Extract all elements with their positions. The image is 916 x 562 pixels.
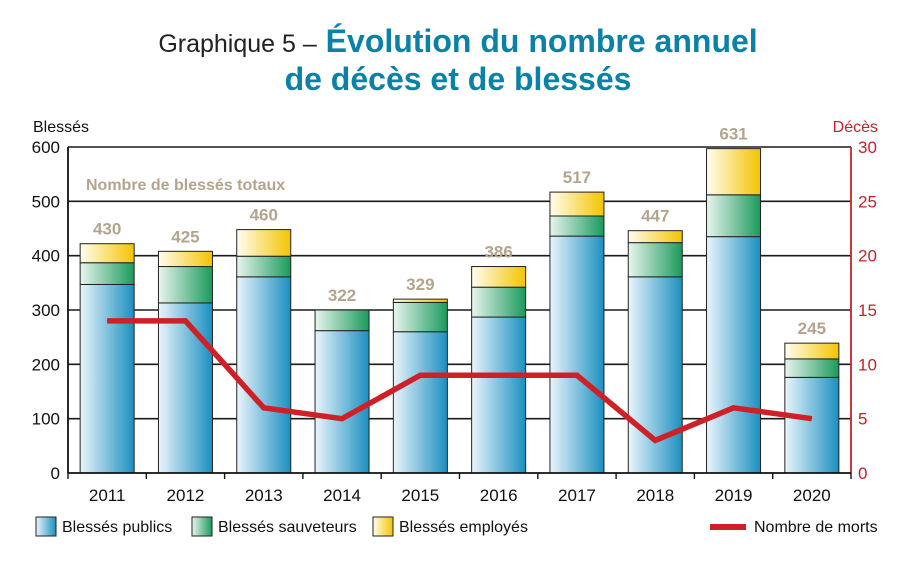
deaths-point	[811, 418, 813, 420]
bar-segment	[706, 148, 762, 196]
bar-segment	[549, 235, 605, 474]
bar-segment	[157, 266, 213, 304]
total-data-label: 460	[250, 206, 278, 225]
x-tick-label: 2011	[89, 486, 126, 505]
legend: Blessés publics Blessés sauveteurs Blessés…	[35, 516, 878, 537]
deaths-point	[498, 374, 500, 376]
y2-tick-label: 0	[858, 464, 867, 483]
x-tick-label: 2012	[167, 486, 205, 505]
bar-segment	[157, 302, 213, 474]
legend-item-sauveteurs-label: Blessés sauveteurs	[218, 519, 357, 536]
bar-segment	[79, 243, 135, 264]
y2-axis-title: Décès	[833, 119, 878, 136]
deaths-point	[576, 374, 578, 376]
annotation-total-injured: Nombre de blessés totaux	[86, 177, 285, 194]
x-tick-label: 2018	[636, 486, 674, 505]
y2-tick-label: 30	[858, 138, 877, 157]
deaths-point	[106, 320, 108, 322]
legend-item-employes-label: Blessés employés	[399, 519, 528, 536]
deaths-point	[733, 407, 735, 409]
total-data-label: 631	[719, 125, 747, 144]
bar-segment	[157, 250, 213, 268]
y2-tick-label: 15	[858, 301, 877, 320]
bar-segment	[627, 276, 683, 474]
x-tick-label: 2015	[401, 486, 439, 505]
bar-segment	[784, 358, 840, 378]
bar-segment	[706, 194, 762, 238]
deaths-point	[654, 439, 656, 441]
bars	[79, 148, 840, 474]
deaths-line	[107, 318, 813, 444]
total-data-label: 447	[641, 207, 669, 226]
bar-segment	[314, 330, 370, 474]
bar-segment	[236, 255, 292, 278]
bar-segment	[471, 286, 527, 318]
chart-title-line1: Graphique 5 – Évolution du nombre annuel	[0, 22, 916, 63]
y2-tick-label: 5	[858, 410, 867, 429]
total-data-label: 245	[798, 319, 826, 338]
bar-segment	[79, 283, 135, 474]
chart-title-main: Évolution du nombre annuel	[325, 23, 758, 59]
deaths-point	[263, 407, 265, 409]
legend-item-sauveteurs-swatch	[191, 516, 213, 537]
x-tick-label: 2020	[793, 486, 831, 505]
plot-frame	[67, 147, 852, 479]
chart-title-line2: de décès et de blessés	[284, 61, 632, 97]
total-data-label: 430	[93, 220, 121, 239]
total-data-label: 386	[484, 243, 512, 262]
y-tick-label: 400	[32, 247, 60, 266]
legend-item-public-label: Blessés publics	[62, 519, 172, 536]
bar-segment	[627, 230, 683, 244]
total-data-label: 517	[563, 168, 591, 187]
bar-segment	[627, 242, 683, 278]
bar-segment	[549, 215, 605, 237]
legend-item-employes-swatch	[372, 516, 394, 537]
bar-segment	[706, 236, 762, 474]
y2-tick-label: 10	[858, 355, 877, 374]
bar-segment	[79, 262, 135, 285]
bar-segment	[236, 229, 292, 257]
y-tick-label: 0	[51, 464, 60, 483]
legend-item-public-swatch	[35, 516, 57, 537]
y-tick-label: 100	[32, 410, 60, 429]
bar-segment	[392, 298, 448, 303]
bar-segment	[784, 376, 840, 474]
x-tick-label: 2014	[323, 486, 361, 505]
bar-segment	[471, 266, 527, 288]
x-tick-label: 2013	[245, 486, 283, 505]
bar-segment	[549, 191, 605, 217]
deaths-point	[341, 418, 343, 420]
total-data-label: 322	[328, 286, 356, 305]
chart-labels: 0 100 200 300 400 500 600 0 5 10 15 20 25 30 Blessés Dé…	[32, 119, 878, 505]
bar-segment	[471, 316, 527, 474]
deaths-point	[419, 374, 421, 376]
x-tick-label: 2017	[558, 486, 596, 505]
total-data-label: 329	[406, 275, 434, 294]
bar-segment	[392, 301, 448, 333]
y-tick-label: 600	[32, 138, 60, 157]
y-tick-label: 200	[32, 355, 60, 374]
bar-segment	[314, 309, 370, 332]
y2-tick-label: 25	[858, 192, 877, 211]
legend-item-deaths-label: Nombre de morts	[754, 519, 878, 536]
bar-segment	[392, 331, 448, 474]
bar-segment	[236, 276, 292, 474]
y-tick-label: 300	[32, 301, 60, 320]
total-data-label: 425	[171, 227, 199, 246]
deaths-line-series	[106, 318, 813, 444]
bar-segment	[784, 342, 840, 360]
deaths-point	[184, 320, 186, 322]
y-tick-label: 500	[32, 192, 60, 211]
chart-title-prefix: Graphique 5 –	[158, 30, 317, 58]
y2-tick-label: 20	[858, 247, 877, 266]
y-axis-title: Blessés	[33, 119, 89, 136]
x-tick-label: 2016	[480, 486, 518, 505]
x-tick-label: 2019	[715, 486, 753, 505]
